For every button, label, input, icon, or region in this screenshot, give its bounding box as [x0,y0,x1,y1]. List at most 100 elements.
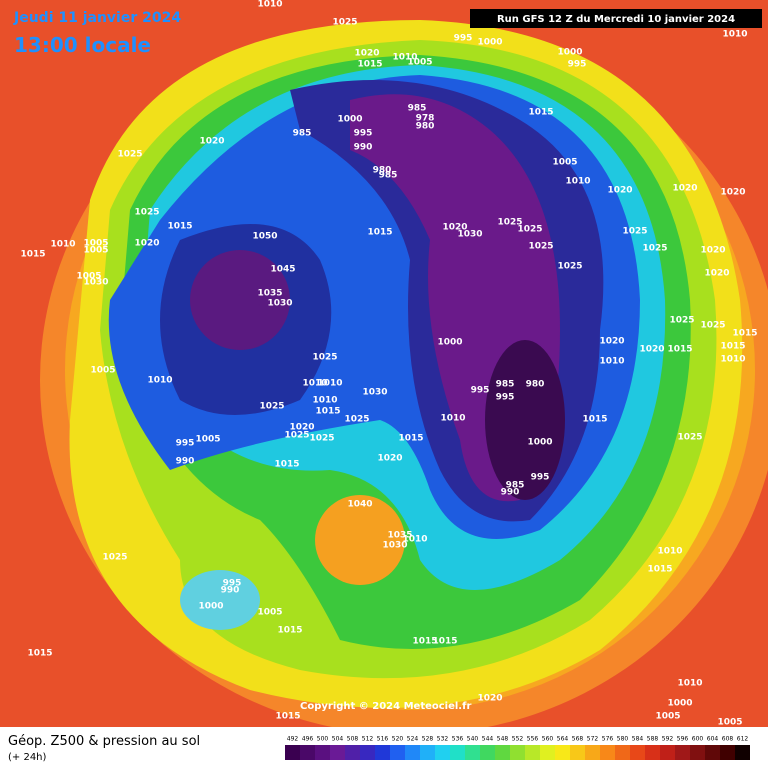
legend-swatch [690,745,705,760]
color-legend: 492 496 500 504 508 512 516 520 524 528 532 536 540 5… [285,736,750,760]
isobar-label: 1010 [312,396,337,406]
isobar-label: 985 [379,171,398,181]
isobar-label: 1040 [347,500,372,510]
legend-swatch [375,745,390,760]
legend-swatch [390,745,405,760]
isobar-label: 1010 [50,240,75,250]
isobar-label: 980 [526,380,545,390]
isobar-label: 1025 [332,18,357,28]
isobar-label: 985 [408,104,427,114]
isobar-label: 1025 [259,402,284,412]
isobar-label: 980 [416,122,435,132]
legend-tick-label: 580 [617,736,629,743]
legend-tick-label: 528 [422,736,434,743]
legend-tick-label: 608 [722,736,734,743]
isobar-label: 1010 [720,355,745,365]
isobar-label: 995 [454,34,473,44]
isobar-label: 1010 [657,547,682,557]
isobar-label: 1005 [90,366,115,376]
legend-tick-label: 612 [737,736,749,743]
legend-swatch [450,745,465,760]
isobar-label: 1015 [274,460,299,470]
isobar-label: 1020 [442,223,467,233]
legend-tick-label: 508 [347,736,359,743]
legend-swatch [735,745,750,760]
isobar-label: 1015 [732,329,757,339]
legend-swatch [345,745,360,760]
isobar-label: 1030 [457,230,482,240]
legend-tick-label: 584 [632,736,644,743]
legend-tick-label: 592 [662,736,674,743]
isobar-label: 1025 [117,150,142,160]
isobar-label: 1025 [284,431,309,441]
isobar-label: 1020 [639,345,664,355]
isobar-label: 1005 [83,246,108,256]
legend-swatch [285,745,300,760]
legend-swatch [300,745,315,760]
isobar-label: 1030 [362,388,387,398]
isobar-label: 1035 [257,289,282,299]
isobar-label: 985 [293,129,312,139]
isobar-label: 1025 [497,218,522,228]
isobar-label: 1015 [412,637,437,647]
isobar-label: 995 [354,129,373,139]
legend-tick-label: 572 [587,736,599,743]
isobar-label: 1010 [392,53,417,63]
legend-tick-label: 548 [497,736,509,743]
legend-tick-label: 576 [602,736,614,743]
legend-swatch [510,745,525,760]
legend-tick-label: 500 [317,736,329,743]
isobar-label: 1025 [622,227,647,237]
isobar-label: 1010 [257,0,282,10]
isobar-label: 1005 [195,435,220,445]
isobar-label: 1015 [432,637,457,647]
isobar-label: 985 [506,481,525,491]
legend-swatch [660,745,675,760]
isobar-label: 1015 [275,712,300,722]
legend-swatch [420,745,435,760]
legend-swatch [360,745,375,760]
isobar-label: 1000 [437,338,462,348]
legend-tick-label: 492 [287,736,299,743]
isobar-label: 978 [416,114,435,124]
isobar-label: 1025 [642,244,667,254]
isobar-label: 1015 [315,407,340,417]
isobar-label: 1025 [677,433,702,443]
copyright: Copyright © 2024 Meteociel.fr [300,701,471,712]
isobar-label: 995 [568,60,587,70]
isobar-label: 1025 [134,208,159,218]
legend-swatch [315,745,330,760]
isobar-label: 995 [531,473,550,483]
legend-tick-label: 568 [572,736,584,743]
legend-tick-label: 596 [677,736,689,743]
isobar-label: 1010 [302,379,327,389]
isobar-label: 1005 [655,712,680,722]
legend-tick-label: 496 [302,736,314,743]
isobar-label: 1005 [717,718,742,728]
legend-swatch [525,745,540,760]
legend-swatch [540,745,555,760]
isobar-label: 1020 [199,137,224,147]
isobar-label: 1000 [477,38,502,48]
isobar-label: 1050 [252,232,277,242]
isobar-label: 995 [496,393,515,403]
legend-tick-label: 544 [482,736,494,743]
isobar-label: 1020 [704,269,729,279]
date: Jeudi 11 janvier 2024 [13,10,181,26]
isobar-label: 1005 [552,158,577,168]
isobar-label: 1020 [720,188,745,198]
isobar-label: 1005 [83,239,108,249]
isobar-label: 1030 [83,278,108,288]
isobar-label: 1030 [267,299,292,309]
isobar-label: 1045 [270,265,295,275]
time: 13:00 locale [14,33,151,57]
footer-title: Géop. Z500 & pression au sol [8,734,200,749]
isobar-label: 995 [176,439,195,449]
legend-tick-label: 516 [377,736,389,743]
isobar-label: 1035 [387,531,412,541]
isobar-label: 1015 [27,649,52,659]
legend-swatch [720,745,735,760]
isobar-label: 1015 [528,108,553,118]
isobar-label: 1015 [367,228,392,238]
